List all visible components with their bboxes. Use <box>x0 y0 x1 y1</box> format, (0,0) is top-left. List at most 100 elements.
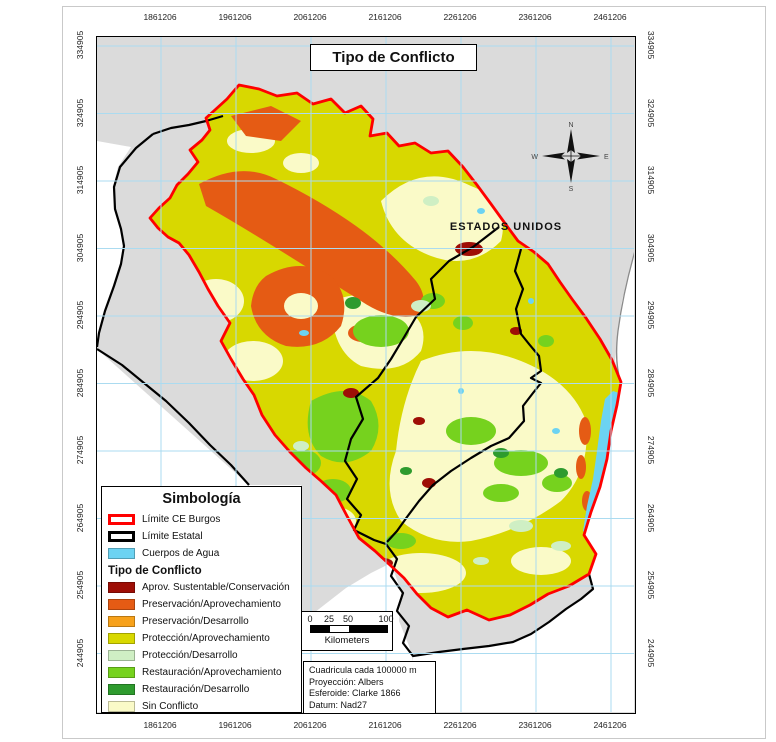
legend-swatch <box>108 667 135 678</box>
y-axis-label-right: 314905 <box>646 165 656 195</box>
legend-row: Protección/Aprovechamiento <box>108 630 295 647</box>
legend-label: Protección/Desarrollo <box>142 650 238 661</box>
x-axis-label-top: 2461206 <box>593 12 627 22</box>
country-label: ESTADOS UNIDOS <box>449 221 563 233</box>
compass-west-label: W <box>531 154 538 161</box>
lagoon-water <box>583 391 619 537</box>
scalebar-tick-label: 25 <box>323 614 335 624</box>
legend-section-header: Tipo de Conflicto <box>108 564 202 577</box>
legend-box: Simbología Límite CE Burgos Límite Estata… <box>101 486 302 713</box>
graticule <box>97 37 634 712</box>
legend-row: Restauración/Desarrollo <box>108 681 295 698</box>
legend-row: Aprov. Sustentable/Conservación <box>108 579 295 596</box>
x-axis-label-bottom: 2461206 <box>593 720 627 730</box>
x-axis-label-top: 2261206 <box>443 12 477 22</box>
legend-swatch <box>108 701 135 712</box>
legend-label: Límite CE Burgos <box>142 514 221 525</box>
scalebar-tick-labels: 0 25 50 100 <box>302 612 394 624</box>
y-axis-label-left: 324905 <box>75 98 85 127</box>
legend-title: Simbología <box>162 491 241 507</box>
compass-east-label: E <box>604 154 609 161</box>
scalebar-tick-label: 0 <box>307 614 313 624</box>
y-axis-label-left: 264905 <box>75 503 85 532</box>
scalebar-tick-label: 50 <box>342 614 354 624</box>
x-axis-label-top: 1861206 <box>143 12 177 22</box>
scalebar-box: 0 25 50 100 Kilometers <box>301 611 394 651</box>
legend-label: Preservación/Aprovechamiento <box>142 599 281 610</box>
y-axis-label-right: 244905 <box>646 638 656 667</box>
x-axis-label-bottom: 1961206 <box>218 720 252 730</box>
legend-row: Preservación/Aprovechamiento <box>108 596 295 613</box>
projection-info-line: Esferoide: Clarke 1866 <box>309 688 401 698</box>
legend-label: Preservación/Desarrollo <box>142 616 249 627</box>
x-axis-label-top: 2061206 <box>293 12 327 22</box>
legend-swatch <box>108 616 135 627</box>
x-axis-label-bottom: 2161206 <box>368 720 402 730</box>
nodata-wedge-northwest <box>97 141 131 346</box>
legend-swatch <box>108 599 135 610</box>
x-axis-label-bottom: 2361206 <box>518 720 552 730</box>
legend-label: Cuerpos de Agua <box>142 548 220 559</box>
y-axis-label-left: 284905 <box>75 368 85 397</box>
map-title-box: Tipo de Conflicto <box>310 44 477 71</box>
legend-row: Restauración/Aprovechamiento <box>108 664 295 681</box>
legend-conflict-rows: Aprov. Sustentable/Conservación Preservac… <box>108 579 295 715</box>
legend-row: Cuerpos de Agua <box>108 545 295 562</box>
legend-swatch <box>108 582 135 593</box>
scalebar-unit-label: Kilometers <box>324 635 370 646</box>
legend-row: Límite CE Burgos <box>108 511 295 528</box>
map-title: Tipo de Conflicto <box>332 49 455 66</box>
x-axis-label-bottom: 2261206 <box>443 720 477 730</box>
projection-info-line: Proyección: Albers <box>309 676 384 687</box>
y-axis-label-left: 254905 <box>75 570 85 600</box>
coastline <box>615 252 634 384</box>
legend-label: Restauración/Desarrollo <box>142 684 250 695</box>
legend-swatch <box>108 531 135 542</box>
projection-info-line: Datum: Nad27 <box>309 699 368 710</box>
legend-row: Límite Estatal <box>108 528 295 545</box>
state-boundary-lines <box>97 114 595 658</box>
legend-swatch <box>108 650 135 661</box>
legend-swatch <box>108 633 135 644</box>
scalebar-bar <box>310 625 388 633</box>
y-axis-label-left: 244905 <box>75 638 85 667</box>
projection-info-box: Cuadricula cada 100000 m Proyección: Albe… <box>303 661 436 714</box>
y-axis-label-right: 264905 <box>646 503 656 532</box>
y-axis-label-right: 324905 <box>646 98 656 127</box>
x-axis-label-top: 2161206 <box>368 12 402 22</box>
y-axis-label-right: 274905 <box>646 435 656 465</box>
x-axis-label-bottom: 1861206 <box>143 720 177 730</box>
legend-row: Sin Conflicto <box>108 698 295 715</box>
conflict-patches <box>188 106 619 593</box>
legend-swatch <box>108 684 135 695</box>
legend-label: Sin Conflicto <box>142 701 199 712</box>
compass-south-label: S <box>569 186 574 193</box>
y-axis-label-right: 284905 <box>646 368 656 397</box>
legend-label: Límite Estatal <box>142 531 203 542</box>
y-axis-label-right: 254905 <box>646 570 656 600</box>
y-axis-label-right: 334905 <box>646 30 656 60</box>
legend-boundary-rows: Límite CE Burgos Límite Estatal Cuerpos de… <box>108 511 295 562</box>
compass-icon: N S E W <box>531 122 609 193</box>
y-axis-label-left: 294905 <box>75 300 85 330</box>
legend-swatch <box>108 548 135 559</box>
x-axis-label-top: 2361206 <box>518 12 552 22</box>
y-axis-label-left: 314905 <box>75 165 85 195</box>
y-axis-label-right: 294905 <box>646 300 656 330</box>
y-axis-label-right: 304905 <box>646 233 656 262</box>
x-axis-label-bottom: 2061206 <box>293 720 327 730</box>
legend-label: Aprov. Sustentable/Conservación <box>142 582 290 593</box>
legend-label: Protección/Aprovechamiento <box>142 633 270 644</box>
y-axis-label-left: 334905 <box>75 30 85 60</box>
y-axis-label-left: 304905 <box>75 233 85 262</box>
x-axis-label-top: 1961206 <box>218 12 252 22</box>
legend-swatch <box>108 514 135 525</box>
compass-north-label: N <box>568 122 573 129</box>
y-axis-label-left: 274905 <box>75 435 85 465</box>
projection-info-line: Cuadricula cada 100000 m <box>309 665 417 675</box>
legend-row: Protección/Desarrollo <box>108 647 295 664</box>
legend-label: Restauración/Aprovechamiento <box>142 667 282 678</box>
legend-row: Preservación/Desarrollo <box>108 613 295 630</box>
scalebar-tick-label: 100 <box>378 614 394 624</box>
